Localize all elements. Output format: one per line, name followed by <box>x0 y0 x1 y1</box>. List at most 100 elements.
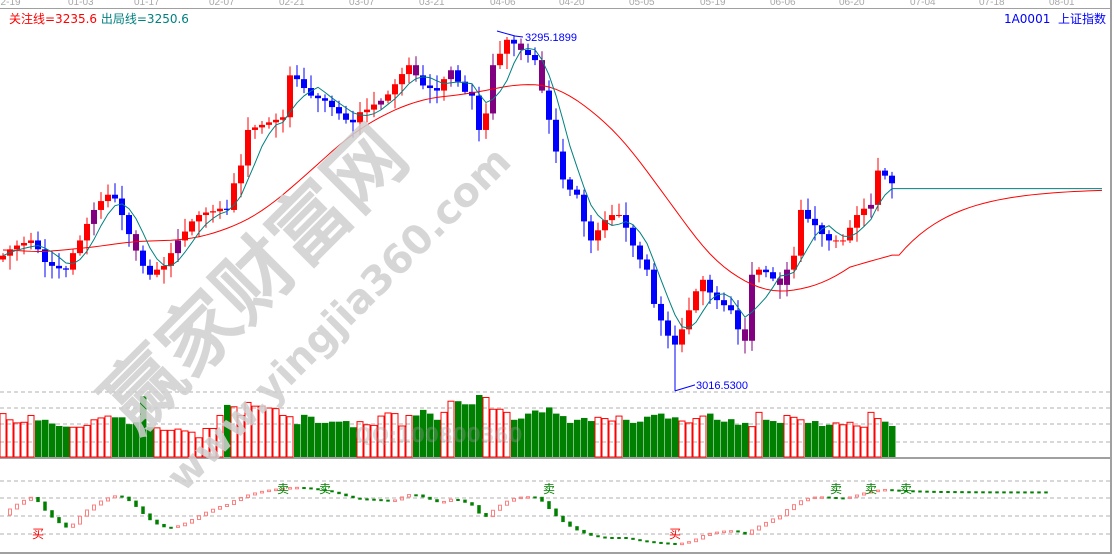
volume-bar <box>882 421 889 457</box>
candle-body <box>42 249 48 263</box>
volume-bar <box>742 422 749 457</box>
candle-body <box>532 55 538 61</box>
candle-body <box>609 215 615 221</box>
indicator-bar <box>666 542 670 545</box>
candle-body <box>406 65 412 75</box>
volume-bar <box>104 415 112 458</box>
volume-bar <box>797 419 805 458</box>
indicator-bar <box>386 499 390 502</box>
indicator-bar <box>260 490 264 494</box>
volume-bar <box>874 418 882 458</box>
volume-bar <box>489 408 497 458</box>
volume-bar <box>6 419 14 458</box>
volume-bar <box>707 413 714 457</box>
indicator-bar <box>869 490 873 494</box>
indicator-bar <box>925 490 929 493</box>
volume-bar <box>496 408 504 458</box>
low-price-label: 3016.5300 <box>696 380 748 392</box>
indicator-bar <box>750 529 754 535</box>
indicator-bar <box>953 491 957 494</box>
date-tick: 05-19 <box>700 0 726 8</box>
candle-body <box>497 53 503 66</box>
candle-body <box>847 227 853 241</box>
volume-bar <box>427 413 434 457</box>
candle-body <box>280 117 286 120</box>
volume-bar <box>224 404 231 457</box>
sell-signal-marker: 卖 <box>900 482 912 496</box>
candle-body <box>504 39 510 54</box>
volume-bar <box>588 421 595 457</box>
candle-body <box>784 269 790 285</box>
volume-bar <box>147 427 154 457</box>
candle-body <box>266 122 272 125</box>
volume-bar <box>336 421 343 457</box>
candle-body <box>833 240 839 242</box>
candle-body <box>168 253 174 266</box>
indicator-bar <box>190 519 194 524</box>
volume-bar <box>27 414 35 458</box>
date-tick: 04-20 <box>559 0 585 8</box>
candle-body <box>665 320 671 336</box>
volume-bar <box>672 417 679 457</box>
indicator-bar <box>890 489 894 492</box>
indicator-bar <box>596 535 600 538</box>
indicator-bar <box>813 496 817 500</box>
volume-bar <box>532 410 539 457</box>
volume-bar <box>160 429 168 458</box>
volume-bar <box>420 409 427 457</box>
indicator-bar <box>323 489 327 492</box>
volume-bar <box>623 419 630 457</box>
volume-bar <box>153 427 161 458</box>
indicator-bar <box>8 508 12 516</box>
indicator-bar <box>617 537 621 540</box>
indicator-bar <box>1030 491 1034 494</box>
volume-bar <box>755 411 763 458</box>
date-tick: 02-07 <box>209 0 235 8</box>
candle-body <box>371 104 377 110</box>
date-tick: 06-06 <box>770 0 796 8</box>
indicator-bar <box>743 531 747 535</box>
high-price-label: 3295.1899 <box>525 32 577 44</box>
indicator-bar <box>624 537 628 540</box>
indicator-bar <box>442 500 446 504</box>
candle-body <box>189 221 195 232</box>
sell-signal-marker: 卖 <box>543 482 555 496</box>
indicator-bar <box>491 509 495 518</box>
indicator-bar <box>372 498 376 501</box>
volume-bar <box>511 419 518 457</box>
indicator-bar <box>736 530 740 533</box>
indicator-bar <box>687 541 691 544</box>
sell-signal-marker: 卖 <box>277 482 289 496</box>
volume-bar <box>49 423 56 457</box>
volume-bar <box>553 413 560 457</box>
indicator-bar <box>295 486 299 490</box>
volume-bar <box>434 419 441 457</box>
volume-bar <box>42 419 49 457</box>
indicator-bar <box>974 491 978 494</box>
sell-signal-marker: 卖 <box>865 482 877 496</box>
volume-bar <box>805 422 812 457</box>
candle-body <box>812 218 818 226</box>
candle-body <box>574 189 580 195</box>
indicator-bar <box>57 517 61 524</box>
volume-bar <box>853 425 861 458</box>
candle-body <box>196 215 202 222</box>
indicator-bar <box>162 523 166 528</box>
volume-bar <box>594 416 602 458</box>
indicator-bar <box>862 492 866 496</box>
volume-bar <box>826 424 833 457</box>
volume-bar <box>790 416 798 458</box>
indicator-bar <box>582 529 586 534</box>
indicator-bar <box>358 497 362 500</box>
candle-body <box>329 100 335 108</box>
candle-body <box>756 269 762 275</box>
volume-bar <box>188 431 196 458</box>
candle-body <box>364 109 370 113</box>
indicator-bar <box>1044 491 1048 494</box>
candle-body <box>343 113 349 120</box>
date-tick: 04-06 <box>490 0 516 8</box>
volume-bar <box>97 417 105 458</box>
indicator-bar <box>806 497 810 502</box>
candle-body <box>287 75 293 118</box>
